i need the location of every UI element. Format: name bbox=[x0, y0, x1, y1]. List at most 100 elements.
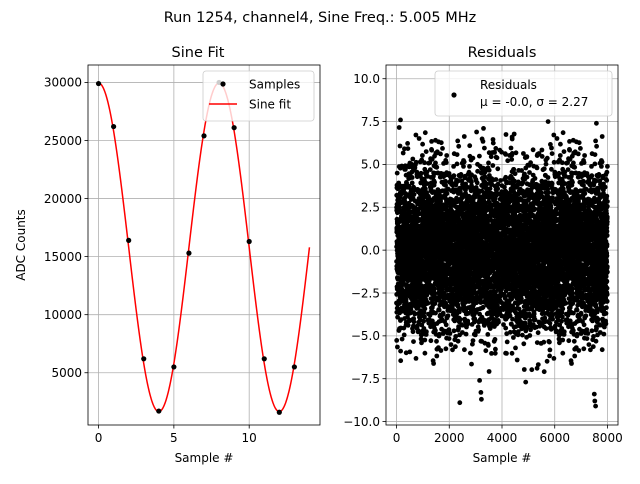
residual-point bbox=[466, 321, 471, 326]
y-tick-label: 5000 bbox=[51, 366, 82, 380]
residual-point bbox=[503, 326, 508, 331]
legend-sine-fit-label: Sine fit bbox=[249, 98, 291, 112]
sine-fit-y-label: ADC Counts bbox=[14, 209, 28, 281]
residual-point bbox=[395, 171, 400, 176]
residual-point bbox=[486, 161, 491, 166]
residual-point bbox=[487, 168, 492, 173]
residual-point bbox=[402, 333, 407, 338]
residual-point bbox=[444, 322, 449, 327]
residual-point bbox=[462, 160, 467, 165]
y-tick-label: −5.0 bbox=[351, 329, 380, 343]
residual-point bbox=[422, 160, 427, 165]
sample-point bbox=[96, 81, 101, 86]
residual-point bbox=[467, 143, 472, 148]
residual-point bbox=[487, 369, 492, 374]
residual-point bbox=[462, 347, 467, 352]
residual-point bbox=[509, 157, 514, 162]
figure-title: Run 1254, channel4, Sine Freq.: 5.005 MH… bbox=[164, 10, 477, 26]
residual-point bbox=[513, 171, 518, 176]
y-tick-label: 20000 bbox=[44, 192, 82, 206]
x-tick-label: 6000 bbox=[539, 431, 570, 445]
residual-point bbox=[515, 358, 520, 363]
residual-point bbox=[455, 162, 460, 167]
residual-point bbox=[461, 164, 466, 169]
residual-point bbox=[444, 160, 449, 165]
residual-point bbox=[489, 154, 494, 159]
residual-point bbox=[434, 165, 439, 170]
residual-point bbox=[424, 149, 429, 154]
y-tick-label: 5.0 bbox=[361, 158, 380, 172]
residual-point bbox=[493, 347, 498, 352]
residual-point bbox=[412, 192, 417, 197]
residual-point bbox=[495, 186, 500, 191]
residual-point bbox=[483, 348, 488, 353]
residual-point bbox=[458, 317, 463, 322]
residual-point bbox=[455, 139, 460, 144]
residual-point bbox=[491, 141, 496, 146]
residual-point bbox=[513, 346, 518, 351]
residual-point bbox=[444, 153, 449, 158]
residual-point bbox=[429, 148, 434, 153]
residual-point bbox=[448, 331, 453, 336]
residual-point bbox=[496, 320, 501, 325]
sample-point bbox=[171, 364, 176, 369]
sine-fit-x-label: Sample # bbox=[175, 451, 234, 465]
residual-point bbox=[423, 306, 428, 311]
residual-point bbox=[469, 362, 474, 367]
sample-point bbox=[262, 356, 267, 361]
y-tick-label: 15000 bbox=[44, 250, 82, 264]
residual-point bbox=[412, 319, 417, 324]
residual-point bbox=[512, 179, 517, 184]
residual-point bbox=[419, 171, 424, 176]
residual-point bbox=[422, 338, 427, 343]
residual-point bbox=[486, 343, 491, 348]
residual-point bbox=[504, 132, 509, 137]
residual-point bbox=[434, 339, 439, 344]
residual-point bbox=[445, 191, 450, 196]
sample-point bbox=[141, 356, 146, 361]
residual-point bbox=[397, 205, 402, 210]
residual-point bbox=[476, 327, 481, 332]
residual-point bbox=[456, 326, 461, 331]
x-tick-label: 2000 bbox=[434, 431, 465, 445]
residual-point bbox=[438, 152, 443, 157]
sine-fit-title: Sine Fit bbox=[172, 45, 225, 61]
residual-point bbox=[462, 134, 467, 139]
x-tick-label: 0 bbox=[393, 431, 401, 445]
y-tick-label: −7.5 bbox=[351, 372, 380, 386]
residual-point bbox=[471, 156, 476, 161]
sample-point bbox=[126, 238, 131, 243]
residual-point bbox=[475, 180, 480, 185]
residual-point bbox=[423, 130, 428, 135]
residual-point bbox=[485, 332, 490, 337]
residual-point bbox=[394, 338, 399, 343]
residual-point bbox=[505, 340, 510, 345]
residual-point bbox=[495, 166, 500, 171]
y-tick-label: 30000 bbox=[44, 76, 82, 90]
residual-point bbox=[490, 163, 495, 168]
residual-point bbox=[417, 136, 422, 141]
residual-point bbox=[511, 167, 516, 172]
x-tick-label: 0 bbox=[95, 431, 103, 445]
sample-point bbox=[156, 408, 161, 413]
residual-point bbox=[509, 146, 514, 151]
x-tick-label: 4000 bbox=[487, 431, 518, 445]
residual-point bbox=[411, 339, 416, 344]
sample-point bbox=[232, 125, 237, 130]
residual-point bbox=[477, 154, 482, 159]
residual-point bbox=[468, 351, 473, 356]
sample-point bbox=[277, 410, 282, 415]
residual-point bbox=[494, 177, 499, 182]
residual-point bbox=[432, 180, 437, 185]
residual-point bbox=[411, 329, 416, 334]
residual-point bbox=[410, 181, 415, 186]
residual-point bbox=[439, 140, 444, 145]
sample-point bbox=[201, 133, 206, 138]
sine-fit-legend: Samples Sine fit bbox=[203, 71, 314, 121]
y-tick-label: −10.0 bbox=[343, 415, 380, 429]
residual-point bbox=[456, 144, 461, 149]
residual-point bbox=[424, 329, 429, 334]
residual-point bbox=[446, 313, 451, 318]
residual-point bbox=[398, 349, 403, 354]
